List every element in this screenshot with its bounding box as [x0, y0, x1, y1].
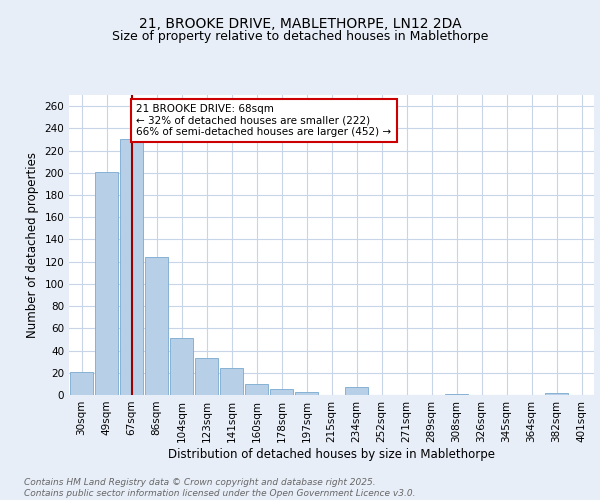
Bar: [345, 387, 368, 395]
Bar: [245, 384, 268, 395]
Bar: [545, 393, 568, 395]
Text: 21, BROOKE DRIVE, MABLETHORPE, LN12 2DA: 21, BROOKE DRIVE, MABLETHORPE, LN12 2DA: [139, 18, 461, 32]
Bar: [95, 172, 118, 395]
Bar: [120, 140, 143, 395]
Bar: [220, 368, 243, 395]
Bar: [445, 394, 468, 395]
Bar: [70, 372, 93, 395]
Text: Contains HM Land Registry data © Crown copyright and database right 2025.
Contai: Contains HM Land Registry data © Crown c…: [24, 478, 415, 498]
Bar: [270, 390, 293, 395]
Bar: [295, 392, 318, 395]
Bar: [145, 257, 168, 395]
X-axis label: Distribution of detached houses by size in Mablethorpe: Distribution of detached houses by size …: [168, 448, 495, 460]
Text: 21 BROOKE DRIVE: 68sqm
← 32% of detached houses are smaller (222)
66% of semi-de: 21 BROOKE DRIVE: 68sqm ← 32% of detached…: [137, 104, 392, 137]
Bar: [195, 358, 218, 395]
Text: Size of property relative to detached houses in Mablethorpe: Size of property relative to detached ho…: [112, 30, 488, 43]
Bar: [170, 338, 193, 395]
Y-axis label: Number of detached properties: Number of detached properties: [26, 152, 39, 338]
